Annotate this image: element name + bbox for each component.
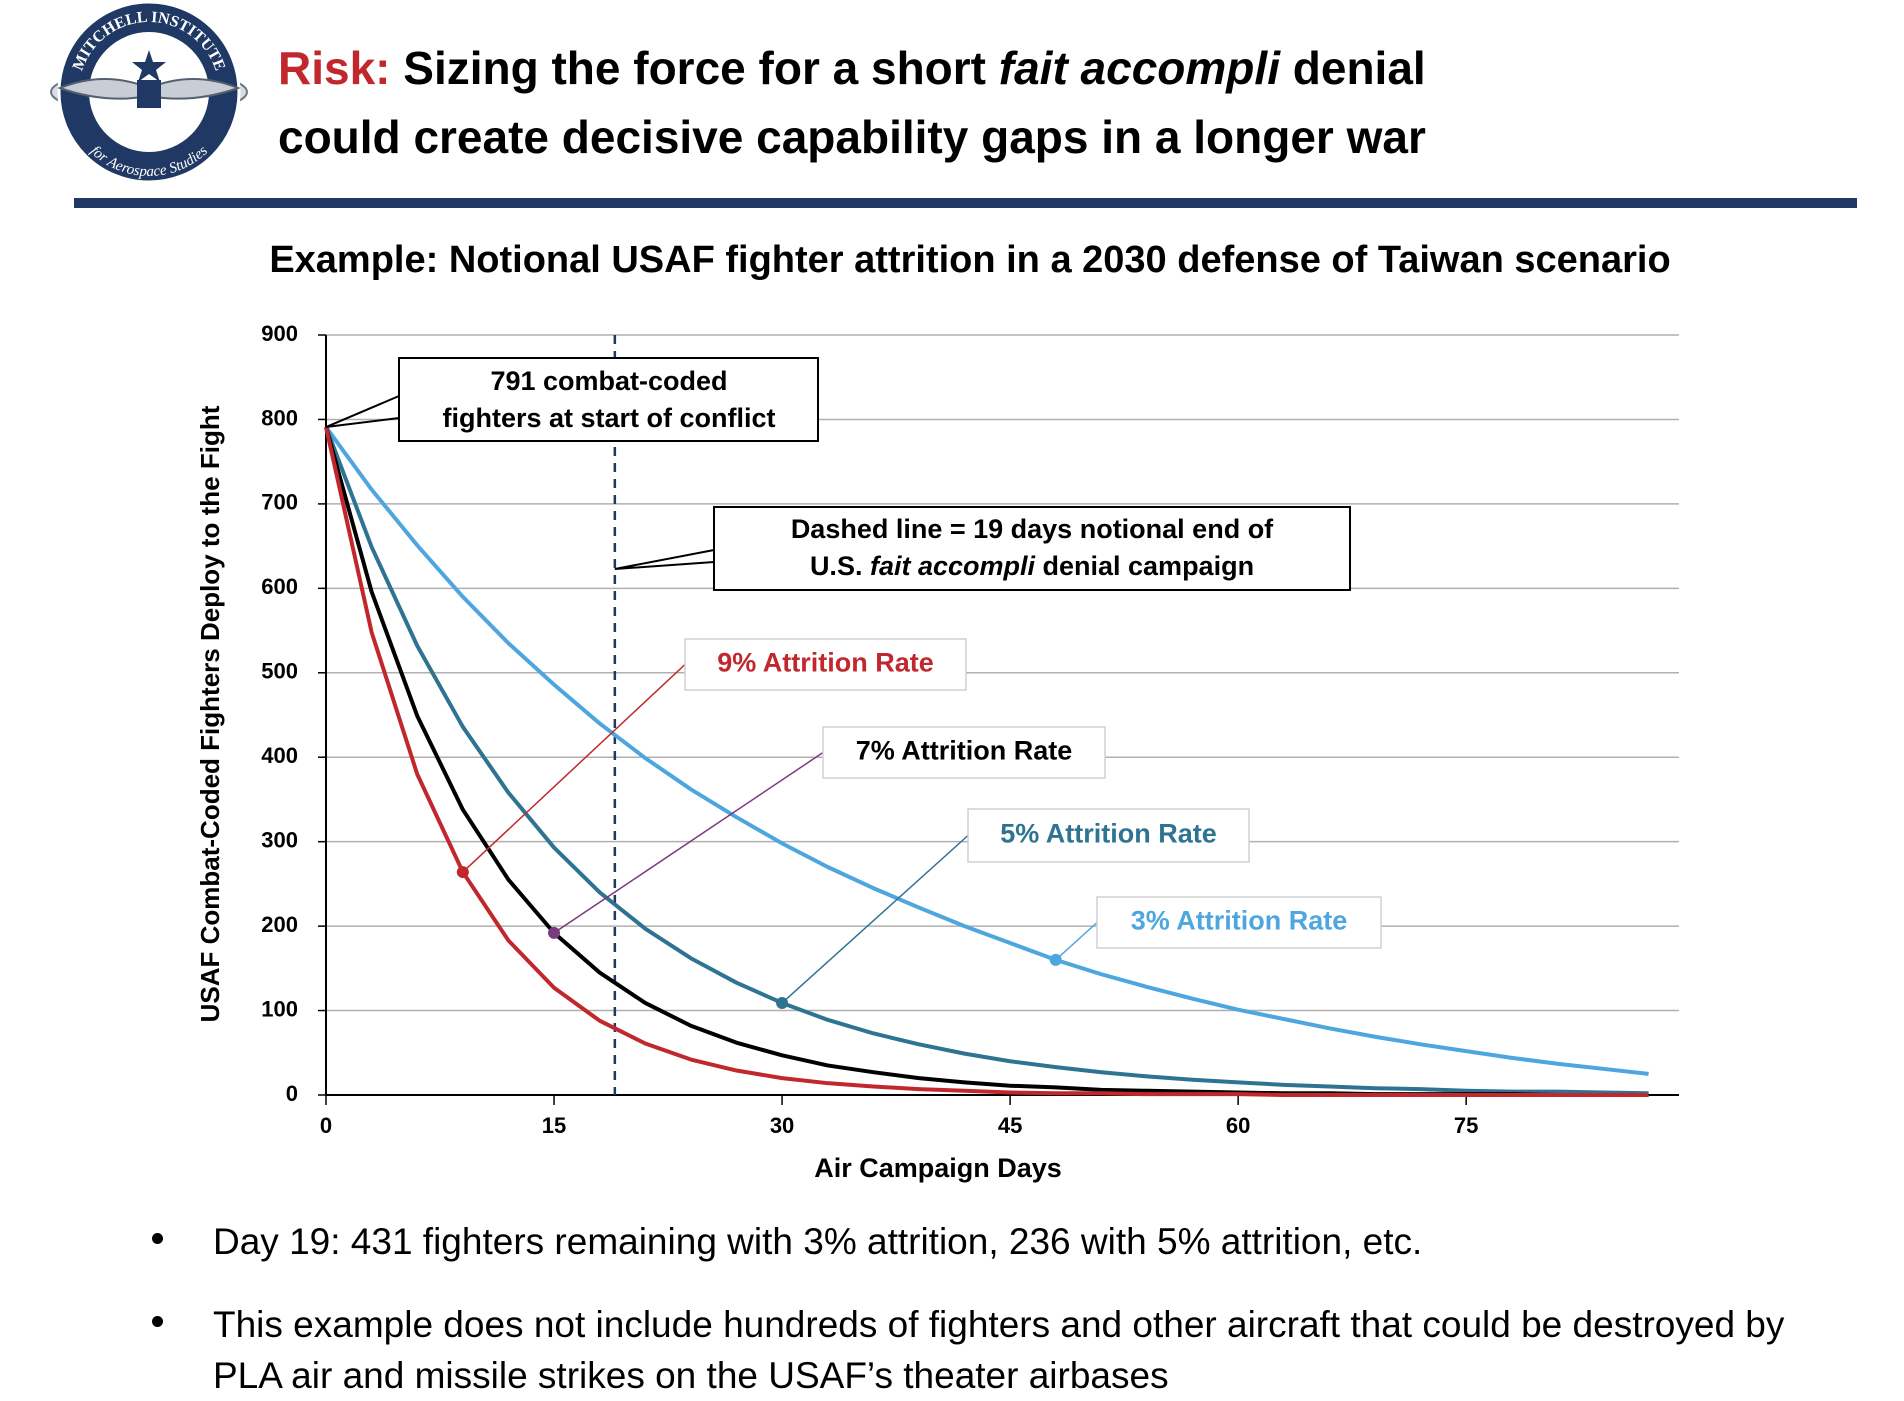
leader-line (462, 663, 686, 873)
x-tick-label: 30 (770, 1113, 794, 1138)
series-line (324, 426, 1649, 1096)
bullet-marker (152, 1316, 163, 1327)
logo-star (132, 50, 166, 82)
legend-label: 3% Attrition Rate (1131, 906, 1348, 936)
y-tick-label: 800 (261, 405, 298, 430)
y-tick-label: 900 (261, 321, 298, 346)
callout-text: U.S. fait accompli denial campaign (810, 551, 1254, 581)
logo-shield (137, 80, 161, 108)
slide-title: Risk: Sizing the force for a short fait … (278, 34, 1426, 172)
callout-text-part: U.S. (810, 551, 870, 581)
x-tick-label: 15 (542, 1113, 566, 1138)
x-axis-title: Air Campaign Days (814, 1153, 1062, 1183)
y-tick-label: 200 (261, 912, 298, 937)
callout-pointer (325, 395, 400, 429)
bullet-marker (152, 1233, 163, 1244)
y-axis-title: USAF Combat-Coded Fighters Deploy to the… (195, 405, 225, 1022)
y-tick-label: 500 (261, 659, 298, 684)
title-part: Sizing the force for a short (390, 42, 999, 94)
title-line: could create decisive capability gaps in… (278, 111, 1426, 163)
title-lead: Risk: (278, 42, 391, 94)
callout-text: Dashed line = 19 days notional end of (791, 514, 1274, 544)
label-box (967, 808, 1250, 863)
label-box (1096, 896, 1382, 949)
x-tick-label: 60 (1226, 1113, 1250, 1138)
y-tick-label: 400 (261, 743, 298, 768)
callout-box (398, 357, 819, 442)
y-tick-label: 700 (261, 490, 298, 515)
y-tick-label: 100 (261, 996, 298, 1021)
start-callout: 791 combat-coded fighters at start of co… (325, 357, 819, 442)
logo: MITCHELL INSTITUTE for Aerospace Studies (50, 0, 248, 184)
callout-text: 791 combat-coded (490, 366, 727, 396)
series-line (324, 426, 1649, 1097)
callout-box (713, 506, 1351, 591)
header-rule (74, 198, 1857, 208)
legend-label: 7% Attrition Rate (856, 736, 1073, 766)
title-part: fait accompli (998, 42, 1280, 94)
y-tick-label: 600 (261, 574, 298, 599)
leader-line (781, 834, 969, 1004)
bullet-text: This example does not include hundreds o… (213, 1304, 1785, 1396)
label-box (822, 726, 1106, 779)
callout-dot (1049, 953, 1062, 966)
callout-text: fighters at start of conflict (442, 403, 775, 433)
callout-dot (548, 926, 561, 939)
x-tick-label: 0 (320, 1113, 332, 1138)
plot (324, 335, 1649, 1097)
series-labels: 9% Attrition Rate 7% Attrition Rate 5% Att… (456, 638, 1382, 1009)
dashed-callout: Dashed line = 19 days notional end of U.… (614, 506, 1351, 591)
y-tick-label: 300 (261, 827, 298, 852)
legend-label: 9% Attrition Rate (717, 648, 934, 678)
callout-text-part: fait accompli (870, 551, 1036, 581)
title-part: denial (1279, 42, 1426, 94)
series-line (324, 425, 1649, 1076)
label-box (684, 638, 967, 691)
legend-label: 5% Attrition Rate (1000, 819, 1217, 849)
callout-text-part: denial campaign (1035, 551, 1254, 581)
x-tick-label: 45 (998, 1113, 1022, 1138)
leader-line (553, 751, 824, 934)
y-tick-label: 0 (286, 1081, 298, 1106)
x-tick-label: 75 (1454, 1113, 1478, 1138)
chart-title: Example: Notional USAF fighter attrition… (269, 239, 1670, 281)
callout-dot (456, 866, 469, 879)
callout-pointer (614, 549, 715, 570)
bullet-text: Day 19: 431 fighters remaining with 3% a… (213, 1221, 1423, 1262)
callout-dot (776, 996, 789, 1009)
leader-line (1055, 921, 1098, 961)
